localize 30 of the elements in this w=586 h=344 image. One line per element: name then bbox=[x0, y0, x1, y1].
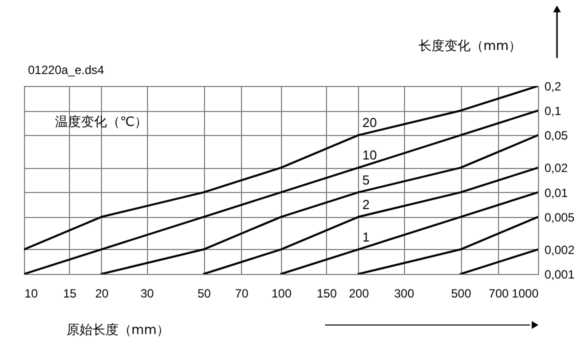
x-tick-label: 70 bbox=[235, 286, 249, 300]
x-tick-label: 500 bbox=[451, 286, 472, 300]
y-tick-label: 0,2 bbox=[544, 80, 562, 94]
x-tick-label: 700 bbox=[488, 286, 510, 300]
series-label: 2 bbox=[362, 196, 370, 212]
x-axis-title: 原始长度（mm） bbox=[66, 322, 170, 338]
series-label: 1 bbox=[362, 229, 370, 244]
y-tick-label: 0,001 bbox=[544, 268, 575, 282]
legend-title: 温度变化（℃） bbox=[55, 114, 148, 130]
series-label: 20 bbox=[362, 115, 377, 130]
series-label: 10 bbox=[362, 148, 377, 163]
x-tick-label: 20 bbox=[95, 286, 109, 300]
x-tick-label: 1000 bbox=[512, 286, 539, 300]
y-tick-label: 0,002 bbox=[544, 242, 575, 257]
x-tick-label: 300 bbox=[394, 286, 414, 300]
y-tick-label: 0,1 bbox=[544, 104, 562, 118]
x-tick-label: 100 bbox=[271, 286, 292, 300]
series-label: 5 bbox=[362, 172, 370, 188]
y-tick-label: 0,05 bbox=[544, 128, 568, 143]
y-tick-label: 0,005 bbox=[544, 210, 575, 224]
x-tick-label: 15 bbox=[63, 286, 77, 300]
x-tick-label: 200 bbox=[348, 286, 370, 300]
y-tick-label: 0,02 bbox=[544, 161, 568, 176]
x-tick-label: 150 bbox=[316, 286, 338, 300]
y-axis-title: 长度变化（mm） bbox=[418, 38, 522, 54]
y-tick-label: 0,01 bbox=[544, 186, 568, 200]
x-tick-label: 50 bbox=[197, 286, 212, 300]
chart-title: 01220a_e.ds4 bbox=[28, 63, 104, 77]
x-tick-label: 10 bbox=[24, 286, 38, 300]
x-tick-label: 30 bbox=[140, 286, 154, 300]
